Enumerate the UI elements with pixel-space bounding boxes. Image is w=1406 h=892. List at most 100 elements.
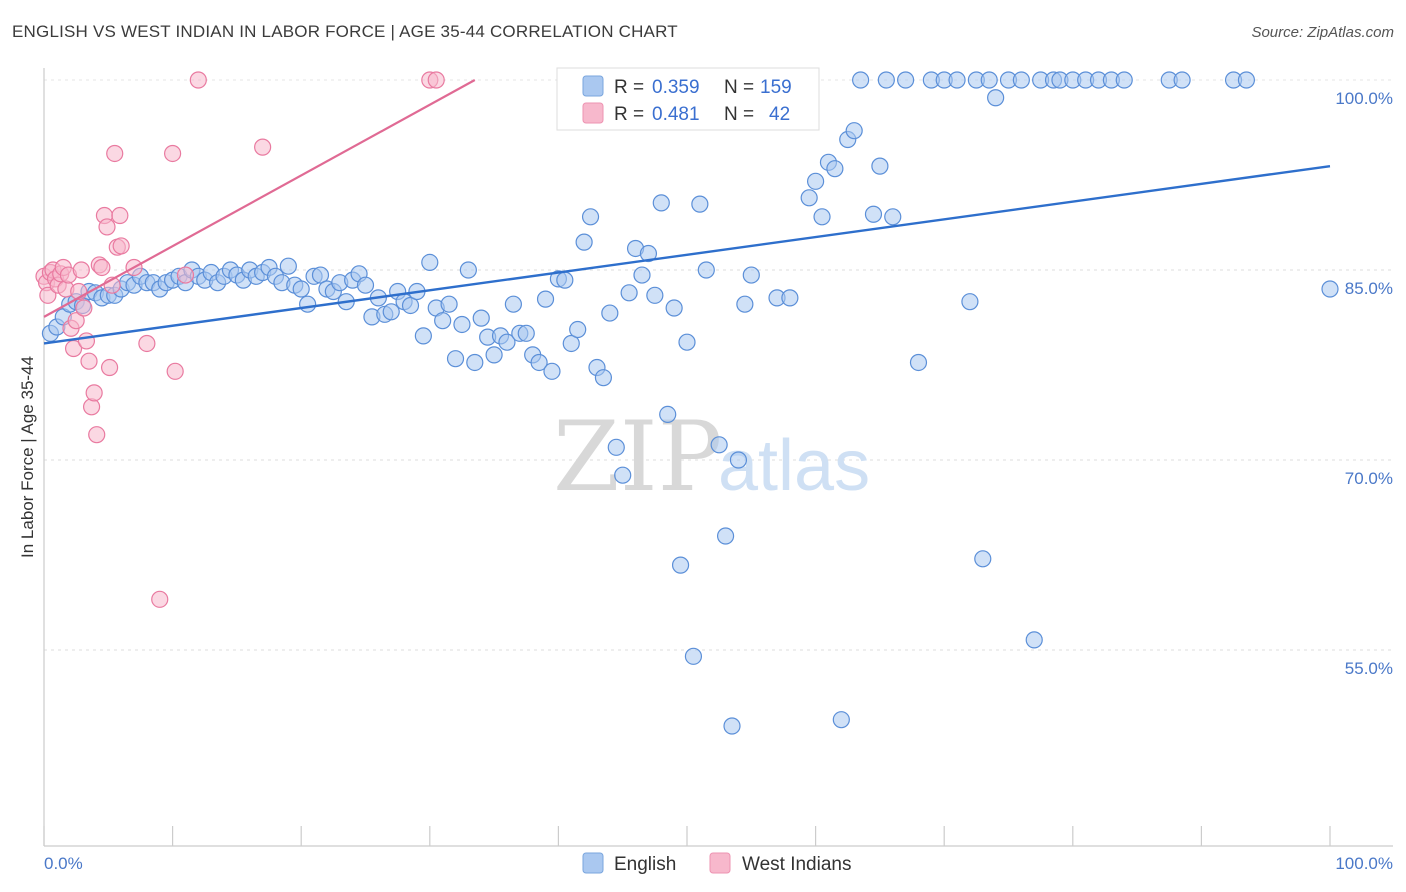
west-indians-point (67, 312, 85, 330)
english-point (806, 172, 825, 190)
english-point (974, 550, 992, 568)
english-point (614, 466, 632, 484)
english-point (569, 320, 587, 339)
english-point (356, 276, 375, 294)
english-point (446, 350, 465, 368)
english-point (723, 717, 741, 735)
english-point (716, 527, 735, 545)
english-point (832, 711, 850, 729)
x-ticks (43, 826, 1331, 846)
legend-n-label-english: N = (724, 77, 754, 98)
english-point (466, 353, 484, 372)
english-point (562, 334, 580, 353)
english-point (909, 353, 928, 372)
legend-r-label-west-indians: R = (614, 104, 644, 125)
english-point (646, 286, 664, 304)
west-indians-point (111, 206, 129, 225)
english-point (401, 296, 420, 315)
west-indians-point (82, 398, 101, 416)
english-point (678, 333, 696, 351)
legend: R = 0.359 N = 159 R = 0.481 N = 42 (556, 67, 820, 131)
english-point (601, 304, 619, 322)
english-point (1173, 71, 1191, 89)
english-point (729, 451, 748, 469)
y-tick-labels: 55.0% 70.0% 85.0% 100.0% (1335, 89, 1393, 678)
legend-r-label-english: R = (614, 77, 644, 98)
bottom-legend-swatch-west-indians (709, 852, 731, 874)
english-point (871, 157, 889, 175)
english-point (581, 208, 600, 226)
english-point (652, 194, 670, 212)
english-point (530, 353, 548, 372)
west-indians-point (176, 266, 195, 284)
english-point (421, 253, 439, 271)
trend-lines (43, 79, 1331, 345)
legend-n-value-english: 159 (760, 77, 792, 98)
english-point (620, 284, 638, 302)
legend-r-value-west-indians: 0.481 (652, 104, 700, 125)
english-point (517, 324, 535, 342)
english-point (639, 244, 658, 263)
english-point (852, 71, 870, 89)
y-axis-label: In Labor Force | Age 35-44 (18, 356, 37, 558)
west-indians-point (75, 299, 93, 317)
english-point (665, 299, 683, 317)
english-point (453, 315, 471, 334)
english-trend-line (43, 164, 1331, 345)
source-label: Source: ZipAtlas.com (1251, 24, 1394, 41)
english-point (980, 71, 998, 89)
english-point (556, 271, 574, 289)
watermark-zip: ZIP (553, 401, 722, 513)
english-point (845, 122, 863, 140)
english-point (897, 71, 915, 89)
english-point (504, 295, 522, 313)
english-point (1237, 71, 1256, 89)
legend-swatch-english (582, 75, 604, 97)
english-point (781, 289, 799, 307)
axes (43, 68, 1393, 847)
english-point (414, 327, 432, 345)
west-indians-trend-line (43, 79, 476, 318)
west-indians-point (189, 71, 207, 89)
english-point (434, 312, 452, 330)
bottom-legend: English West Indians (582, 852, 851, 875)
west-indians-point (72, 261, 90, 279)
english-point (684, 647, 703, 665)
west-indians-point (106, 144, 124, 163)
west-indians-point (164, 144, 182, 163)
y-tick-label: 70.0% (1345, 469, 1393, 488)
x-tick-labels: 0.0% 100.0% (44, 854, 1393, 873)
english-point (311, 266, 330, 284)
english-point (742, 266, 760, 284)
english-point (575, 233, 593, 251)
y-tick-label: 55.0% (1345, 659, 1393, 678)
english-point (710, 436, 728, 454)
x-tick-label-max: 100.0% (1335, 854, 1393, 873)
english-point (877, 71, 895, 89)
english-point (472, 309, 490, 327)
bottom-legend-swatch-english (582, 852, 604, 874)
english-point (1321, 280, 1339, 298)
west-indians-point (98, 218, 116, 236)
english-point (948, 71, 966, 89)
english-point (279, 257, 297, 275)
english-point (292, 280, 310, 298)
english-point (961, 293, 979, 311)
english-point (736, 295, 754, 313)
english-point (1115, 71, 1133, 89)
legend-r-value-english: 0.359 (652, 77, 700, 98)
west-indians-point (85, 384, 103, 402)
english-point (633, 266, 651, 284)
grid-lines (44, 79, 1393, 651)
legend-n-label-west-indians: N = (724, 104, 754, 125)
english-point (1025, 631, 1043, 649)
english-point (440, 295, 458, 313)
english-point (697, 261, 715, 279)
watermark: ZIP atlas (553, 401, 870, 513)
west-indians-point (254, 138, 272, 156)
english-point (659, 405, 677, 423)
english-point (987, 89, 1005, 107)
west-indians-point (112, 237, 130, 255)
west-indians-point (151, 590, 169, 608)
